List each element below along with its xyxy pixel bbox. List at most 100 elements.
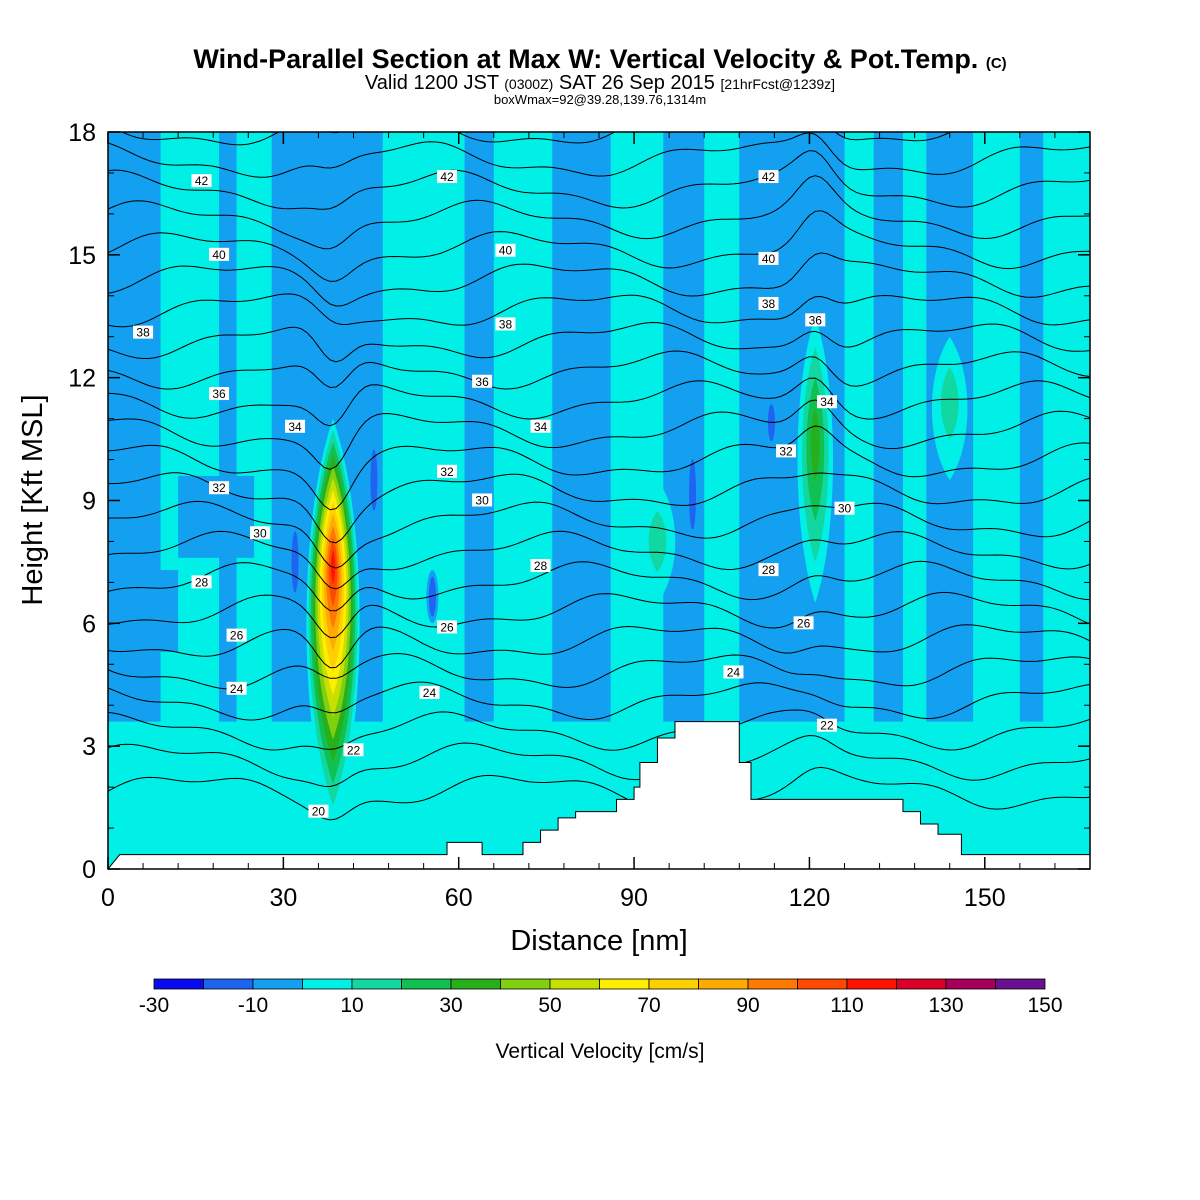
- theta-label-bg: [226, 628, 247, 642]
- y-tick-label: 9: [82, 488, 96, 516]
- theta-contour-30: [108, 472, 1090, 544]
- theta-label: 36: [209, 387, 230, 401]
- colorbar-tick-label: 30: [439, 994, 462, 1017]
- theta-label-text: 34: [534, 420, 548, 434]
- colorbar-swatch: [450, 978, 501, 990]
- theta-label: 34: [530, 419, 551, 434]
- theta-label-bg: [495, 243, 516, 257]
- theta-label: 32: [437, 464, 458, 479]
- theta-label: 26: [793, 616, 814, 630]
- colorbar-label: Vertical Velocity [cm/s]: [496, 1040, 705, 1063]
- theta-label-text: 42: [195, 174, 209, 188]
- x-axis-label: Distance [nm]: [510, 925, 687, 957]
- theta-contour-22: [108, 709, 1090, 751]
- colorbar-swatch: [698, 978, 749, 990]
- theta-label-text: 26: [440, 620, 454, 634]
- theta-label-bg: [191, 575, 212, 589]
- theta-label-bg: [209, 247, 230, 261]
- theta-label-bg: [209, 387, 230, 401]
- copyright-mark: (C): [985, 55, 1007, 72]
- theta-label: 32: [209, 481, 230, 495]
- theta-label: 30: [472, 493, 493, 508]
- theta-label-bg: [191, 174, 212, 188]
- colorbar-swatch: [945, 978, 996, 990]
- theta-contour-26: [108, 591, 1090, 639]
- theta-contour-20: [108, 766, 1090, 821]
- theta-label-bg: [758, 563, 779, 577]
- plot-area: 42 42 42 40 40 40 38 38 38 36 36 36 34 34 34 32 32 32 30 30…: [108, 132, 1090, 869]
- colorbar-swatch: [747, 978, 798, 990]
- y-tick-label: 15: [68, 242, 96, 270]
- theta-contour-40: [108, 150, 1090, 210]
- x-tick-label: 60: [445, 884, 473, 912]
- downdraft-core: [370, 449, 378, 511]
- theta-label-bg: [834, 501, 855, 515]
- theta-label-bg: [343, 743, 364, 757]
- theta-label-bg: [530, 419, 551, 433]
- downdraft-core: [291, 531, 299, 593]
- valid-zulu: (0300Z): [504, 76, 554, 92]
- colorbar-tick-label: 90: [736, 994, 759, 1017]
- updraft-cell-level: [940, 367, 959, 440]
- colorbar-tick-label: -10: [238, 994, 268, 1017]
- theta-label-text: 36: [475, 375, 489, 389]
- velocity-cells: [289, 316, 968, 829]
- theta-label-text: 34: [820, 395, 834, 409]
- chart-title: Wind-Parallel Section at Max W: Vertical…: [0, 44, 1200, 75]
- theta-label: 34: [285, 419, 306, 434]
- theta-label-text: 42: [762, 170, 776, 184]
- theta-label-bg: [308, 804, 329, 818]
- theta-label-text: 30: [253, 526, 267, 540]
- colorbar-swatch: [500, 978, 551, 990]
- theta-label-text: 30: [838, 502, 852, 516]
- x-tick-label: 0: [101, 884, 115, 912]
- theta-label-bg: [133, 325, 154, 339]
- colorbar-swatch: [995, 978, 1046, 990]
- y-tick-label: 0: [82, 856, 96, 884]
- theta-label-text: 38: [136, 326, 150, 340]
- theta-label-text: 26: [230, 629, 244, 643]
- theta-label-bg: [472, 374, 493, 388]
- theta-label: 38: [133, 325, 154, 340]
- colorbar-swatch: [549, 978, 600, 990]
- theta-label-text: 32: [440, 465, 454, 479]
- chart-subtitle: Valid 1200 JST (0300Z) SAT 26 Sep 2015 […: [0, 72, 1200, 95]
- colorbar-swatch: [846, 978, 897, 990]
- colorbar-tick-label: 150: [1027, 994, 1062, 1017]
- colorbar-tick-label: 130: [928, 994, 963, 1017]
- theta-label: 30: [834, 501, 855, 516]
- theta-label: 26: [226, 628, 247, 643]
- x-axis: 0 30 60 90 120 150: [101, 132, 1091, 912]
- theta-label: 24: [419, 685, 440, 700]
- theta-label-bg: [530, 559, 551, 573]
- colorbar-swatch: [648, 978, 699, 990]
- colorbar-swatch: [896, 978, 947, 990]
- y-tick-label: 12: [68, 365, 96, 393]
- x-tick-label: 30: [269, 884, 297, 912]
- theta-label: 40: [495, 243, 516, 258]
- theta-contour-41: [108, 132, 1090, 178]
- theta-label-text: 40: [212, 248, 226, 262]
- theta-label: 34: [816, 395, 837, 409]
- y-tick-label: 18: [68, 119, 96, 147]
- theta-contour-24: [108, 653, 1090, 690]
- theta-label: 38: [758, 296, 779, 311]
- theta-contour-42: [120, 132, 952, 146]
- theta-label-bg: [816, 395, 837, 409]
- valid-time: Valid 1200 JST: [364, 72, 499, 94]
- theta-contour-25: [108, 624, 1090, 669]
- colorbar-tick-label: 50: [538, 994, 561, 1017]
- terrain-mask: [108, 721, 1090, 869]
- updraft-cell-level: [648, 510, 667, 573]
- colorbar: -30 -10 10 30 50 70 90 110 130 150: [139, 978, 1063, 1017]
- theta-contour-27: [108, 560, 1090, 612]
- theta-label-text: 40: [499, 244, 513, 258]
- theta-label: 36: [805, 313, 826, 327]
- theta-contour-35: [108, 321, 1090, 363]
- theta-label-text: 32: [212, 481, 226, 495]
- theta-contour-33: [108, 377, 1090, 427]
- theta-label: 30: [249, 526, 270, 540]
- theta-label-text: 26: [797, 616, 811, 630]
- theta-label-bg: [758, 170, 779, 184]
- theta-contours: [108, 132, 1090, 821]
